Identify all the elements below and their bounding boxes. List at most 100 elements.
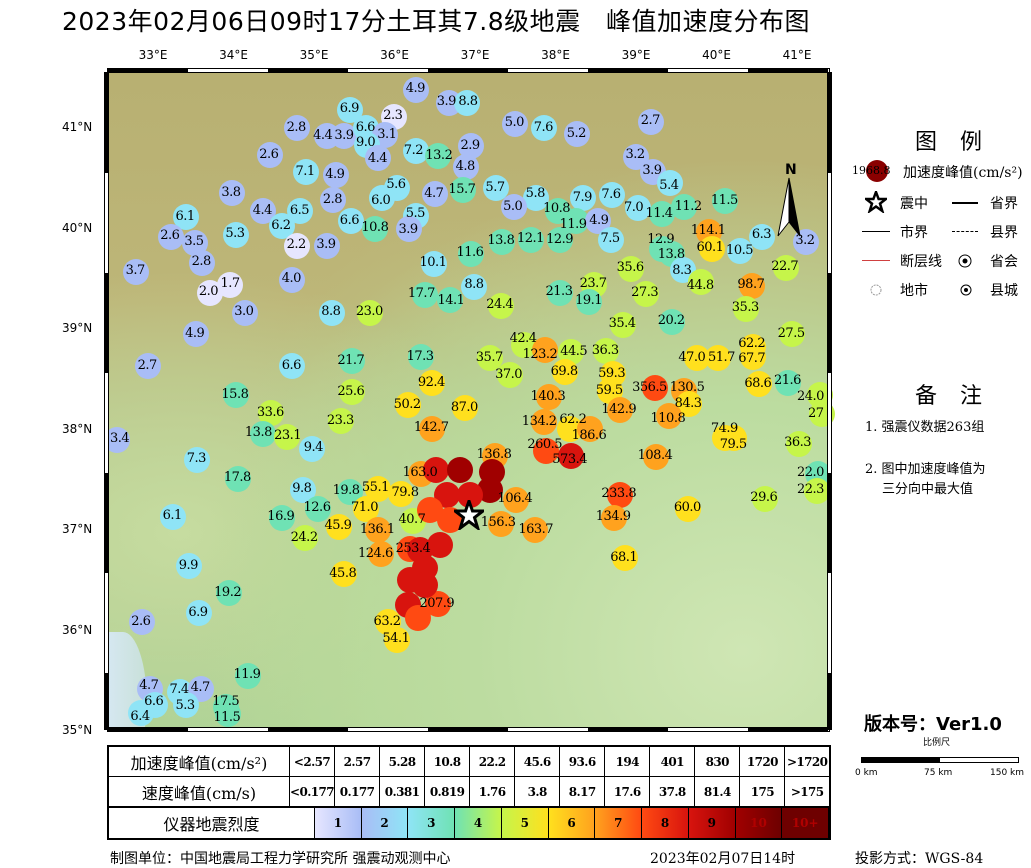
station-circle[interactable] — [185, 600, 212, 627]
station-circle[interactable] — [387, 480, 414, 507]
station-circle[interactable] — [437, 286, 464, 313]
station-circle[interactable] — [496, 362, 523, 389]
station-circle[interactable] — [279, 266, 306, 293]
station-circle[interactable] — [222, 382, 249, 409]
station-circle[interactable] — [313, 232, 340, 259]
station-circle[interactable] — [383, 626, 410, 653]
station-circle[interactable] — [184, 446, 211, 473]
station-circle[interactable] — [328, 408, 355, 435]
station-circle[interactable] — [772, 254, 799, 281]
station-circle[interactable] — [746, 371, 773, 398]
station-circle[interactable] — [656, 170, 683, 197]
station-circle[interactable] — [338, 348, 365, 375]
station-circle[interactable] — [284, 232, 311, 259]
station-circle[interactable] — [217, 271, 244, 298]
station-circle[interactable] — [368, 185, 395, 212]
station-circle[interactable] — [279, 353, 306, 380]
station-circle[interactable] — [503, 486, 530, 513]
station-circle[interactable] — [643, 443, 670, 470]
station-circle[interactable] — [598, 182, 625, 209]
station-circle[interactable] — [721, 424, 748, 451]
station-circle[interactable] — [648, 201, 675, 228]
near-field-station-circle[interactable] — [423, 456, 450, 483]
station-circle[interactable] — [338, 208, 365, 235]
station-circle[interactable] — [487, 510, 514, 537]
station-circle[interactable] — [452, 395, 479, 422]
station-circle[interactable] — [557, 442, 584, 469]
station-circle[interactable] — [256, 142, 283, 169]
station-circle[interactable] — [610, 311, 637, 338]
station-circle[interactable] — [453, 89, 480, 116]
near-field-station-circle[interactable] — [446, 456, 473, 483]
station-circle[interactable] — [547, 279, 574, 306]
station-circle[interactable] — [552, 359, 579, 386]
station-circle[interactable] — [739, 344, 766, 371]
station-circle[interactable] — [522, 517, 549, 543]
station-circle[interactable] — [547, 226, 574, 253]
station-circle[interactable] — [231, 299, 258, 326]
station-circle[interactable] — [215, 580, 242, 607]
station-circle[interactable] — [712, 188, 739, 215]
station-circle[interactable] — [424, 143, 451, 170]
station-circle[interactable] — [268, 504, 295, 531]
station-circle[interactable] — [330, 561, 357, 588]
station-circle[interactable] — [606, 481, 633, 508]
station-circle[interactable] — [135, 353, 162, 380]
station-circle[interactable] — [531, 409, 558, 436]
station-circle[interactable] — [222, 221, 249, 248]
station-circle[interactable] — [638, 108, 665, 135]
station-circle[interactable] — [403, 138, 430, 165]
station-circle[interactable] — [785, 430, 812, 457]
station-circle[interactable] — [705, 345, 732, 372]
station-circle[interactable] — [419, 370, 446, 397]
station-circle[interactable] — [305, 495, 332, 522]
station-circle[interactable] — [449, 177, 476, 204]
station-circle[interactable] — [420, 250, 447, 277]
station-circle[interactable] — [408, 344, 435, 371]
station-circle[interactable] — [189, 249, 216, 276]
station-circle[interactable] — [675, 495, 702, 522]
station-circle[interactable] — [292, 159, 319, 186]
station-circle[interactable] — [160, 503, 187, 530]
station-circle[interactable] — [453, 154, 480, 181]
station-circle[interactable] — [611, 545, 638, 572]
station-circle[interactable] — [273, 423, 300, 450]
station-circle[interactable] — [173, 691, 199, 718]
station-circle[interactable] — [624, 195, 651, 222]
station-circle[interactable] — [127, 699, 154, 726]
station-circle[interactable] — [775, 370, 802, 397]
station-circle[interactable] — [536, 384, 563, 411]
station-circle[interactable] — [751, 485, 778, 512]
station-circle[interactable] — [284, 115, 311, 141]
station-circle[interactable] — [738, 272, 765, 299]
station-circle[interactable] — [365, 145, 392, 172]
station-circle[interactable] — [320, 187, 347, 214]
station-circle[interactable] — [656, 403, 682, 430]
station-circle[interactable] — [123, 258, 150, 285]
station-circle[interactable] — [157, 223, 184, 250]
station-circle[interactable] — [176, 553, 203, 580]
station-circle[interactable] — [532, 337, 559, 364]
station-circle[interactable] — [632, 280, 659, 307]
station-circle[interactable] — [214, 700, 241, 727]
station-circle[interactable] — [671, 194, 698, 221]
station-circle[interactable] — [804, 477, 831, 504]
station-circle[interactable] — [576, 288, 603, 315]
station-circle[interactable] — [325, 513, 352, 540]
station-circle[interactable] — [698, 235, 725, 262]
station-circle[interactable] — [500, 194, 527, 221]
station-circle[interactable] — [733, 295, 760, 322]
station-circle[interactable] — [749, 223, 776, 250]
station-circle[interactable] — [577, 415, 604, 442]
station-circle[interactable] — [182, 321, 209, 348]
station-circle[interactable] — [128, 609, 155, 636]
station-circle[interactable] — [688, 268, 715, 295]
station-circle[interactable] — [421, 181, 448, 208]
station-circle[interactable] — [606, 397, 633, 424]
station-circle[interactable] — [518, 226, 545, 253]
station-circle[interactable] — [225, 465, 252, 492]
station-circle[interactable] — [487, 292, 514, 319]
station-circle[interactable] — [618, 255, 645, 282]
station-circle[interactable] — [250, 420, 277, 447]
station-circle[interactable] — [593, 338, 620, 365]
